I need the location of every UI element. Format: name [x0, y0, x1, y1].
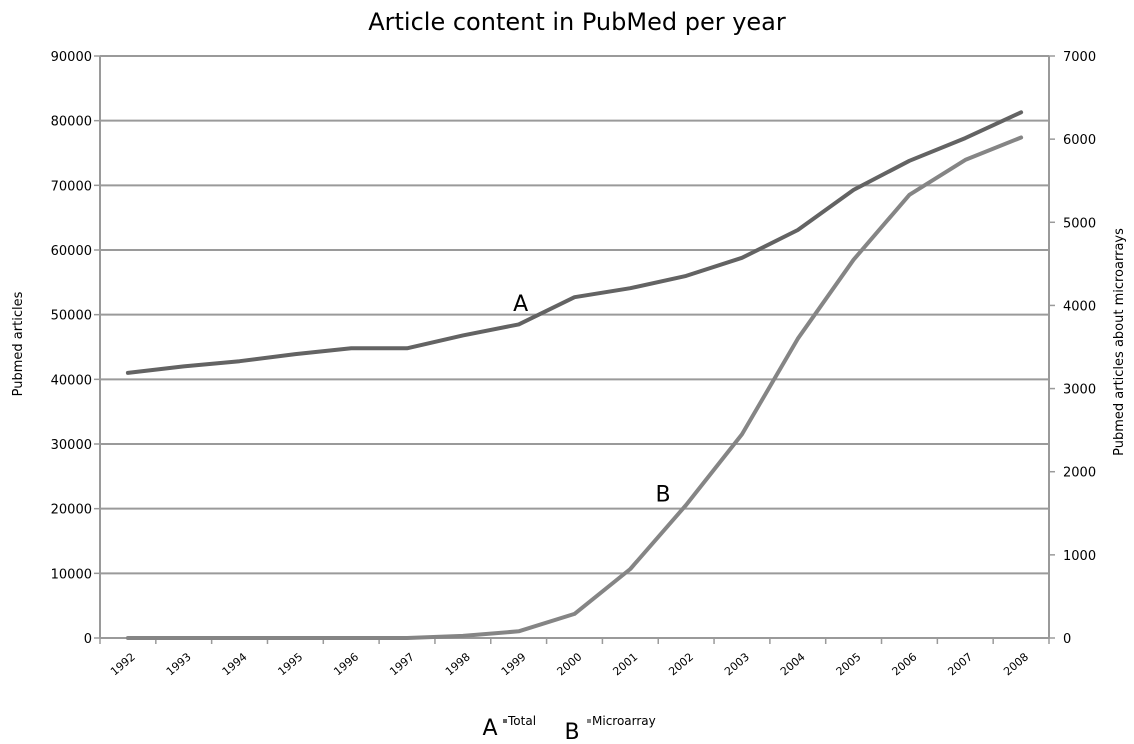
- y-tick-label: 40000: [51, 373, 92, 388]
- y-tick-label: 20000: [51, 503, 92, 518]
- y2-tick-label: 3000: [1063, 383, 1096, 398]
- y-tick-label: 30000: [51, 438, 92, 453]
- x-tick-label: 1999: [499, 650, 529, 678]
- y2-tick-label: 0: [1063, 632, 1071, 647]
- y2-tick-label: 1000: [1063, 549, 1096, 564]
- x-tick-label: 2007: [945, 650, 975, 678]
- chart-title: Article content in PubMed per year: [368, 8, 786, 36]
- annotation-label: B: [655, 483, 670, 508]
- grid-lines: [100, 55, 1049, 575]
- x-tick-label: 2002: [666, 650, 696, 678]
- annotations: AB: [513, 292, 670, 508]
- y2-tick-label: 7000: [1063, 50, 1096, 65]
- series-line-total: [125, 110, 1024, 375]
- x-tick-label: 2008: [1001, 650, 1031, 678]
- y-axis-label: Pubmed articles: [11, 291, 26, 396]
- x-tick-label: 1992: [108, 650, 138, 678]
- x-tick-label: 1997: [387, 650, 417, 678]
- y2-tick-label: 6000: [1063, 133, 1096, 148]
- legend-swatch: [503, 719, 507, 723]
- annotation-label: A: [513, 292, 528, 317]
- x-tick-label: 2005: [834, 650, 864, 678]
- legend-marker: B: [564, 720, 579, 740]
- y2-tick-label: 2000: [1063, 466, 1096, 481]
- x-tick-label: 2000: [555, 650, 585, 678]
- x-tick-label: 1993: [164, 650, 194, 678]
- series-lines: [125, 110, 1024, 640]
- y-tick-label: 60000: [51, 244, 92, 259]
- y-tick-label: 90000: [51, 50, 92, 65]
- y-tick-label: 10000: [51, 567, 92, 582]
- legend-swatch: [587, 719, 591, 723]
- legend: A Total B Microarray: [482, 714, 656, 744]
- y-tick-label: 70000: [51, 179, 92, 194]
- x-tick-label: 2003: [722, 650, 752, 678]
- y-tick-label: 80000: [51, 115, 92, 130]
- y2-tick-label: 4000: [1063, 299, 1096, 314]
- x-tick-label: 2006: [890, 650, 920, 678]
- x-tick-label: 1996: [331, 650, 361, 678]
- x-tick-label: 1994: [220, 650, 250, 678]
- x-tick-label: 1998: [443, 650, 473, 678]
- legend-marker: A: [482, 716, 497, 740]
- y-tick-label: 50000: [51, 309, 92, 324]
- axes: [94, 55, 1055, 644]
- x-tick-label: 1995: [276, 650, 306, 678]
- y2-tick-label: 5000: [1063, 216, 1096, 231]
- legend-label: Total: [507, 714, 536, 728]
- series-line-microarray: [125, 135, 1024, 640]
- x-tick-label: 2001: [610, 650, 640, 678]
- y-tick-label: 0: [84, 632, 92, 647]
- x-tick-label: 2004: [778, 650, 808, 678]
- y2-axis-label: Pubmed articles about microarrays: [1112, 228, 1127, 456]
- legend-label: Microarray: [592, 714, 656, 728]
